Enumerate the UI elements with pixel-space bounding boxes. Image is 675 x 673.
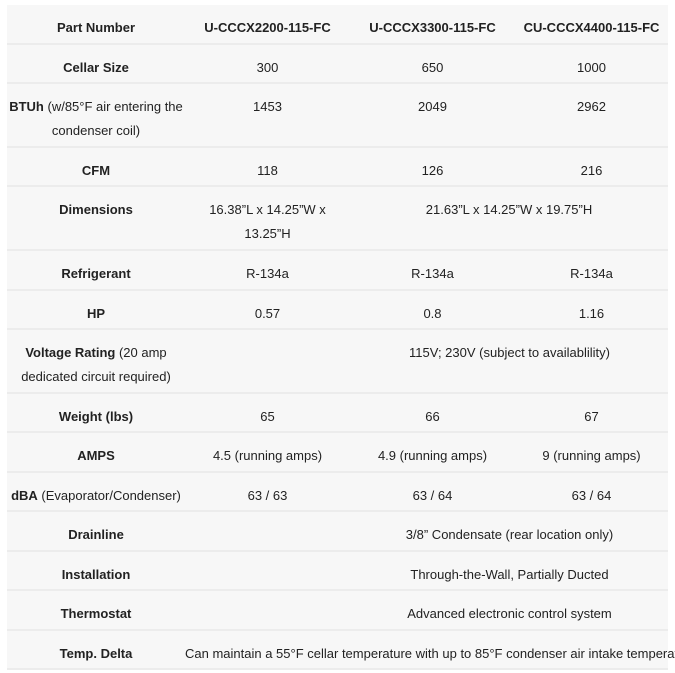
value-cell: 118: [185, 146, 350, 186]
table-row: Weight (lbs) 65 66 67: [7, 392, 668, 432]
value-cell: 300: [185, 43, 350, 83]
row-label-bold: Temp. Delta: [59, 646, 133, 661]
header-cell: Part Number: [7, 5, 185, 44]
table-row: Temp. Delta Can maintain a 55°F cellar te…: [7, 629, 675, 670]
table-row: dBA (Evaporator/Condenser) 63 / 63 63 / 64…: [7, 471, 668, 511]
table-row: BTUh (w/85°F air entering the condenser …: [7, 82, 668, 147]
value-cell: 4.9 (running amps): [350, 431, 515, 472]
table-row: Voltage Rating (20 amp dedicated circuit…: [7, 328, 668, 393]
row-label: HP: [7, 289, 185, 329]
value-cell: 216: [515, 146, 668, 186]
row-label-bold: Installation: [61, 567, 131, 582]
value-cell: Can maintain a 55°F cellar temperature w…: [185, 629, 675, 670]
header-row: Part Number U-CCCX2200-115-FC U-CCCX3300-1…: [7, 5, 668, 44]
table-row: Cellar Size 300 650 1000: [7, 43, 668, 83]
table-row: AMPS 4.5 (running amps) 4.9 (running amps)…: [7, 431, 668, 472]
row-label: Cellar Size: [7, 43, 185, 83]
value-cell: 126: [350, 146, 515, 186]
value-cell: 67: [515, 392, 668, 432]
value-cell: 650: [350, 43, 515, 83]
value-cell: 3/8” Condensate (rear location only): [185, 510, 668, 551]
value-cell: 63 / 63: [185, 471, 350, 511]
row-label-bold: CFM: [81, 163, 111, 178]
row-label-bold: Thermostat: [60, 606, 132, 621]
table-row: Thermostat Advanced electronic control sy…: [7, 589, 668, 630]
row-label-bold: Voltage Rating: [25, 345, 116, 360]
header-cell: CU-CCCX4400-115-FC: [515, 5, 668, 44]
row-label: BTUh (w/85°F air entering the condenser …: [7, 82, 185, 147]
value-cell: 115V; 230V (subject to availablility): [185, 328, 668, 393]
value-cell: 1453: [185, 82, 350, 147]
table-row: CFM 118 126 216: [7, 146, 668, 186]
row-label: Voltage Rating (20 amp dedicated circuit…: [7, 328, 185, 393]
spec-table: Part Number U-CCCX2200-115-FC U-CCCX3300-1…: [7, 5, 675, 670]
value-cell: 16.38”L x 14.25”W x 13.25”H: [185, 185, 350, 250]
table-row: Dimensions 16.38”L x 14.25”W x 13.25”H 21.…: [7, 185, 668, 250]
value-cell: 1.16: [515, 289, 668, 329]
value-cell: R-134a: [185, 249, 350, 290]
row-label: AMPS: [7, 431, 185, 472]
row-label: Installation: [7, 550, 185, 590]
value-cell: 1000: [515, 43, 668, 83]
value-cell: R-134a: [350, 249, 515, 290]
value-cell: 9 (running amps): [515, 431, 668, 472]
row-label: Drainline: [7, 510, 185, 551]
row-label-note: (Evaporator/Condenser): [37, 488, 181, 503]
row-label: Weight (lbs): [7, 392, 185, 432]
value-cell: 0.8: [350, 289, 515, 329]
value-cell: R-134a: [515, 249, 668, 290]
value-cell: 0.57: [185, 289, 350, 329]
value-cell: Advanced electronic control system: [185, 589, 668, 630]
row-label-bold: HP: [86, 306, 106, 321]
part-number: CU-CCCX4400-115-FC: [523, 20, 660, 35]
value-cell: 2962: [515, 82, 668, 147]
value-cell: 2049: [350, 82, 515, 147]
value-cell: 21.63”L x 14.25”W x 19.75”H: [350, 185, 668, 250]
row-label: Temp. Delta: [7, 629, 185, 670]
header-label: Part Number: [56, 20, 136, 35]
row-label-bold: Dimensions: [59, 202, 133, 217]
row-label-bold: BTUh: [9, 99, 44, 114]
table-row: Installation Through-the-Wall, Partially …: [7, 550, 668, 590]
row-label: Thermostat: [7, 589, 185, 630]
value-cell: 63 / 64: [350, 471, 515, 511]
table-row: Refrigerant R-134a R-134a R-134a: [7, 249, 668, 290]
row-label-bold: Drainline: [68, 527, 124, 542]
row-label-note: (20 amp dedicated circuit required): [21, 345, 171, 384]
row-label-bold: AMPS: [77, 448, 115, 463]
row-label-bold: Cellar Size: [63, 60, 129, 75]
value-cell: 63 / 64: [515, 471, 668, 511]
part-number: U-CCCX2200-115-FC: [204, 20, 331, 35]
row-label-bold: Weight (lbs): [58, 409, 134, 424]
row-label: dBA (Evaporator/Condenser): [7, 471, 185, 511]
row-label: Refrigerant: [7, 249, 185, 290]
header-cell: U-CCCX3300-115-FC: [350, 5, 515, 44]
row-label-bold: Refrigerant: [61, 266, 131, 281]
value-cell: 4.5 (running amps): [185, 431, 350, 472]
table-row: HP 0.57 0.8 1.16: [7, 289, 668, 329]
value-cell: Through-the-Wall, Partially Ducted: [185, 550, 668, 590]
row-label-bold: dBA: [11, 488, 38, 503]
part-number: U-CCCX3300-115-FC: [369, 20, 496, 35]
row-label-note: (w/85°F air entering the condenser coil): [43, 99, 183, 138]
header-cell: U-CCCX2200-115-FC: [185, 5, 350, 44]
row-label: CFM: [7, 146, 185, 186]
row-label: Dimensions: [7, 185, 185, 250]
value-cell: 65: [185, 392, 350, 432]
value-cell: 66: [350, 392, 515, 432]
table-row: Drainline 3/8” Condensate (rear location …: [7, 510, 668, 551]
